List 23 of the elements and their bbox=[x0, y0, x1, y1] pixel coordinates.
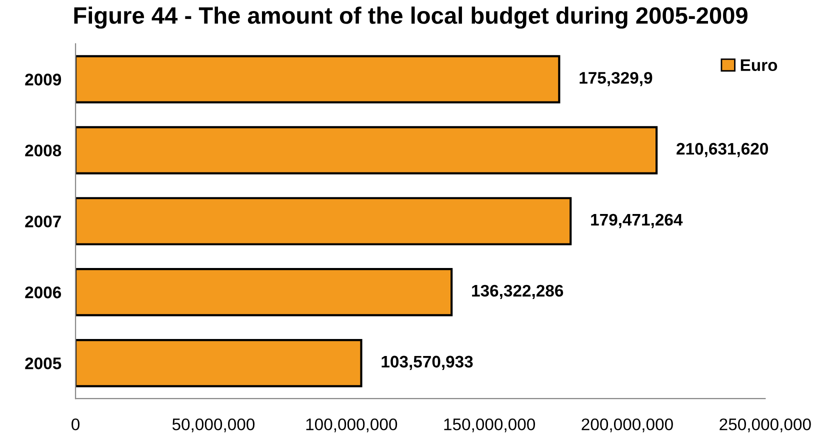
x-tick-label: 250,000,000 bbox=[720, 418, 811, 432]
chart-title: Figure 44 - The amount of the local budget during 2005-2009 bbox=[74, 6, 748, 29]
bar bbox=[76, 197, 572, 246]
x-tick-label: 150,000,000 bbox=[444, 418, 536, 432]
data-label: 136,322,286 bbox=[472, 284, 564, 300]
y-tick-label: 2006 bbox=[25, 286, 62, 298]
y-tick-label: 2007 bbox=[25, 216, 61, 228]
data-label: 179,471,264 bbox=[591, 214, 683, 228]
bar bbox=[76, 338, 362, 388]
x-tick-label: 0 bbox=[72, 418, 80, 430]
x-tick-label: 200,000,000 bbox=[582, 418, 673, 432]
bar bbox=[76, 268, 453, 316]
y-tick-label: 2008 bbox=[25, 144, 62, 156]
bar bbox=[76, 126, 658, 174]
data-label: 175,329,9 bbox=[580, 72, 652, 86]
y-tick-label: 2009 bbox=[25, 74, 62, 86]
x-tick-label: 50,000,000 bbox=[172, 418, 255, 432]
y-tick-label: 2005 bbox=[25, 358, 62, 370]
data-label: 103,570,933 bbox=[382, 356, 473, 370]
x-tick-label: 100,000,000 bbox=[306, 418, 398, 432]
bar bbox=[76, 55, 560, 104]
data-label: 210,631,620 bbox=[676, 142, 768, 158]
legend-label: Euro bbox=[740, 59, 778, 72]
